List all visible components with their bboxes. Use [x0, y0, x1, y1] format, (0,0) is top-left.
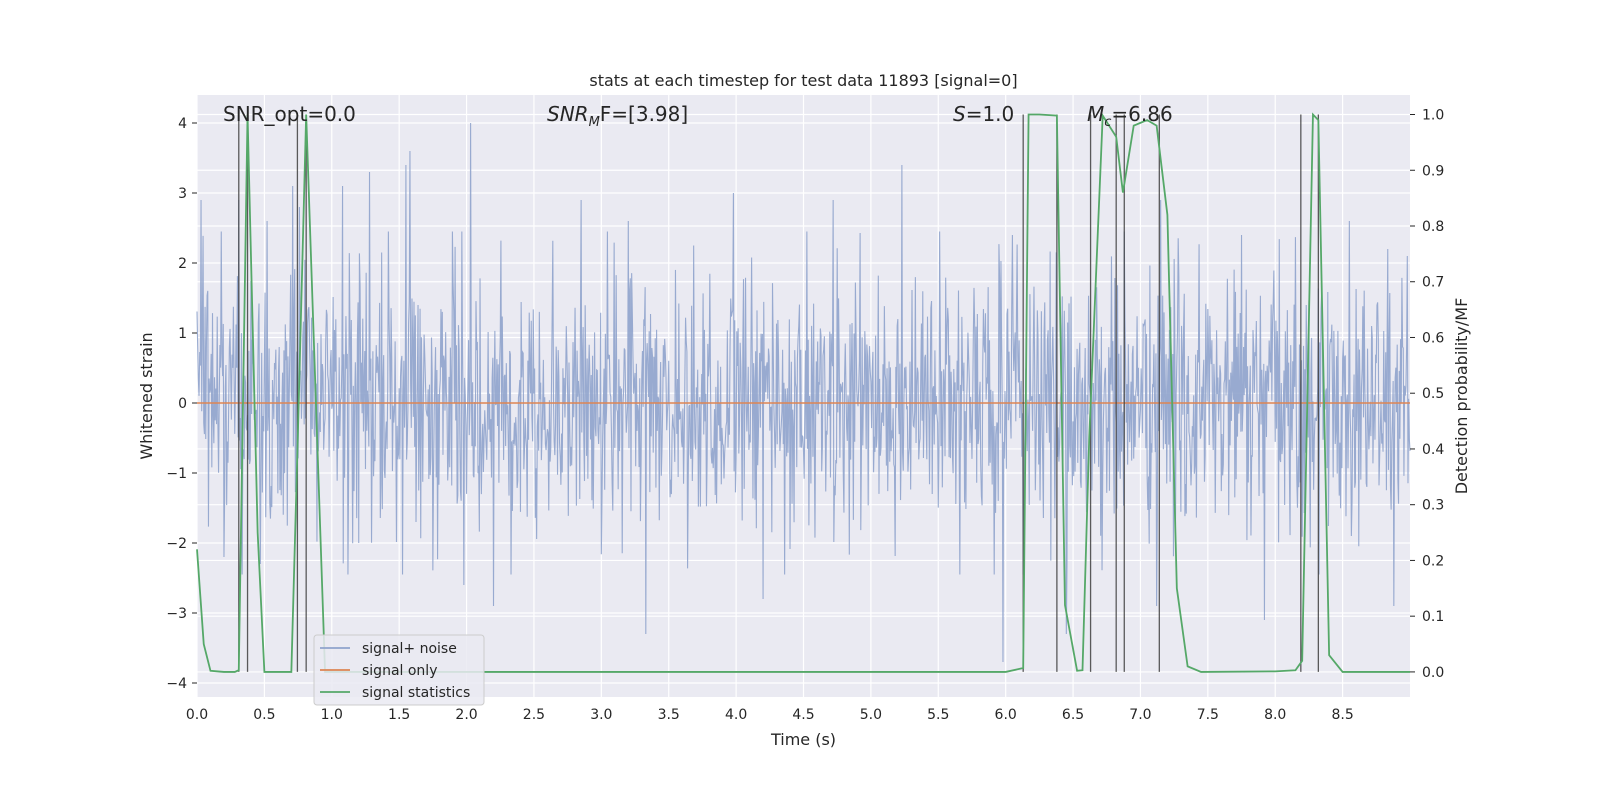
annotation-snr-mf: SNRMF=[3.98]	[547, 102, 688, 130]
y-tick-label-right: 0.1	[1422, 609, 1444, 625]
y-tick-label-left: −1	[166, 466, 187, 482]
x-tick-label: 8.5	[1331, 707, 1353, 723]
noise-line	[196, 122, 1411, 663]
annotation-snr-opt: SNR_opt=0.0	[223, 102, 356, 126]
y-tick-label-right: 1.0	[1422, 108, 1444, 124]
x-tick-label: 6.0	[995, 707, 1017, 723]
x-tick-label: 1.5	[388, 707, 410, 723]
x-tick-label: 0.0	[186, 707, 208, 723]
chart-title: stats at each timestep for test data 118…	[589, 71, 1017, 90]
x-tick-label: 2.0	[455, 707, 477, 723]
y-tick-label-left: 2	[178, 256, 187, 272]
legend-label-signal-only: signal only	[362, 663, 437, 679]
y-tick-label-right: 0.2	[1422, 553, 1444, 569]
y-axis-label-right: Detection probability/MF	[1452, 298, 1471, 495]
annotation-s-italic: S	[953, 102, 966, 126]
annotation-mc-rest: =6.86	[1111, 102, 1172, 126]
y-tick-label-right: 0.5	[1422, 386, 1444, 402]
y-tick-label-left: 3	[178, 186, 187, 202]
x-axis-label: Time (s)	[770, 730, 836, 749]
x-tick-label: 2.5	[523, 707, 545, 723]
annotation-snr-mf-sub: M	[589, 115, 600, 130]
x-tick-label: 4.0	[725, 707, 747, 723]
legend-box	[313, 634, 485, 706]
x-tick-label: 5.0	[860, 707, 882, 723]
annotation-snr-mf-main: SNR	[547, 102, 589, 126]
x-tick-label: 6.5	[1062, 707, 1084, 723]
x-tick-label: 3.5	[658, 707, 680, 723]
x-tick-label: 1.0	[321, 707, 343, 723]
y-tick-label-left: 4	[178, 116, 187, 132]
ticks: 0.0 0.5 1.0 1.5 2.0 2.5 3.0 3.5 4.0 4.5 5.0 5.5 6.0 6…	[166, 108, 1444, 723]
x-tick-label: 0.5	[253, 707, 275, 723]
x-tick-label: 7.0	[1129, 707, 1151, 723]
annotation-s: S=1.0	[953, 102, 1014, 126]
y-axis-label-left: Whitened strain	[137, 332, 156, 459]
y-tick-label-right: 0.0	[1422, 665, 1444, 681]
y-tick-label-right: 0.3	[1422, 498, 1444, 514]
annotation-s-rest: =1.0	[966, 102, 1015, 126]
noise-series	[196, 122, 1411, 663]
annotation-snr-mf-rest: F=[3.98]	[600, 102, 688, 126]
annotation-mc: Mc=6.86	[1087, 102, 1173, 130]
statistics-series	[196, 112, 1410, 673]
x-tick-label: 7.5	[1197, 707, 1219, 723]
y-tick-label-right: 0.9	[1422, 163, 1444, 179]
y-tick-label-left: −4	[166, 676, 187, 692]
grid	[196, 95, 1410, 697]
legend-label-statistics: signal statistics	[362, 685, 470, 701]
x-tick-label: 4.5	[792, 707, 814, 723]
legend-label-noise: signal+ noise	[362, 641, 457, 657]
y-tick-label-left: −2	[166, 536, 187, 552]
y-tick-label-left: 1	[178, 326, 187, 342]
y-tick-label-right: 0.7	[1422, 275, 1444, 291]
annotation-mc-italic: M	[1087, 102, 1104, 126]
y-tick-label-right: 0.8	[1422, 219, 1444, 235]
legend: signal+ noise signal only signal statist…	[313, 634, 485, 706]
statistics-line	[196, 112, 1410, 673]
x-tick-label: 5.5	[927, 707, 949, 723]
x-tick-label: 8.0	[1264, 707, 1286, 723]
annotation-mc-sub: c	[1104, 115, 1111, 130]
x-tick-label: 3.0	[590, 707, 612, 723]
y-tick-label-left: 0	[178, 396, 187, 412]
y-tick-label-right: 0.6	[1422, 330, 1444, 346]
y-tick-label-right: 0.4	[1422, 442, 1444, 458]
y-tick-label-left: −3	[166, 606, 187, 622]
